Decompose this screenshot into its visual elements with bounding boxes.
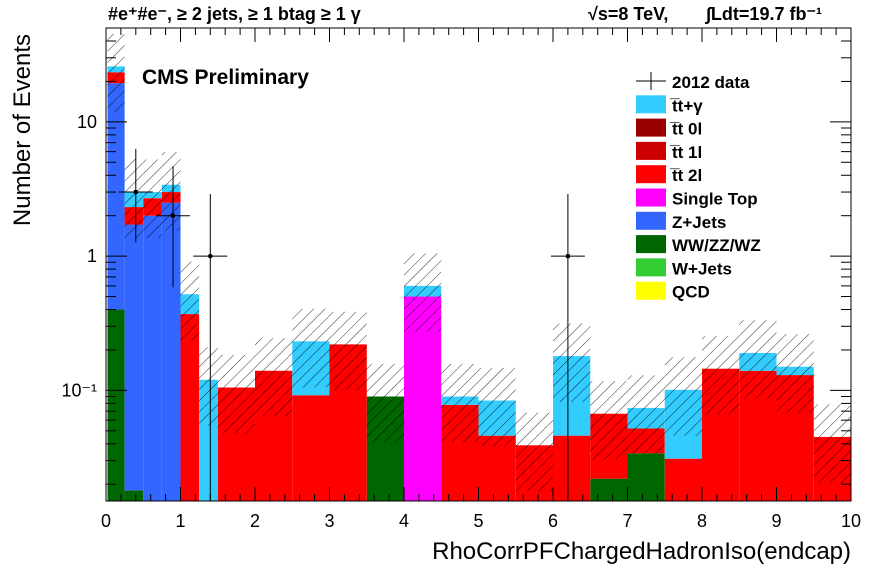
x-tick-label: 4 <box>399 511 409 531</box>
uncertainty-bin <box>199 347 218 426</box>
uncertainty-bin <box>255 338 293 417</box>
data-point <box>208 253 213 259</box>
legend-label: t̅t+γ <box>670 96 703 115</box>
uncertainty-bin <box>329 311 367 391</box>
x-tick-label: 6 <box>548 511 558 531</box>
uncertainty-bin <box>553 323 591 403</box>
uncertainty-bin <box>143 159 162 239</box>
bar-ww-zz-wz <box>627 453 665 501</box>
legend-label: 2012 data <box>672 73 750 92</box>
legend-swatch <box>636 211 666 230</box>
legend-label: W+Jets <box>672 259 732 278</box>
legend-label: QCD <box>672 283 710 302</box>
x-tick-label: 3 <box>324 511 334 531</box>
selection-header: #e⁺#e⁻, ≥ 2 jets, ≥ 1 btag ≥ 1 γ <box>108 4 361 24</box>
legend-swatch <box>636 281 666 300</box>
legend-label: WW/ZZ/WZ <box>672 236 761 255</box>
bar-z-jets <box>143 215 162 501</box>
legend-label: Z+Jets <box>672 213 726 232</box>
x-tick-label: 10 <box>841 511 861 531</box>
x-tick-label: 2 <box>250 511 260 531</box>
x-axis-ticks: 0 1 2 3 4 5 6 7 8 9 10 <box>101 28 861 531</box>
energy-header: √s=8 TeV, <box>588 4 668 24</box>
uncertainty-bin <box>107 33 125 113</box>
bar-ww-zz-wz <box>107 309 125 501</box>
x-tick-label: 9 <box>771 511 781 531</box>
uncertainty-bin <box>776 334 814 413</box>
uncertainty-bin <box>739 320 777 399</box>
legend-swatch <box>636 235 666 254</box>
legend-swatch <box>636 141 666 160</box>
uncertainty-bin <box>627 375 665 454</box>
bar-t-t-2l <box>478 435 516 501</box>
y-axis-ticks: 10⁻¹ 1 10 <box>61 40 851 485</box>
uncertainty-bin <box>161 152 181 231</box>
x-axis-label: RhoCorrPFChargedHadronIso(endcap) <box>432 538 851 565</box>
x-tick-label: 0 <box>101 511 111 531</box>
legend-label: t̅t 1l <box>670 143 702 162</box>
uncertainty-bin <box>292 308 330 388</box>
bar-z-jets <box>161 202 181 501</box>
y-tick-label: 1 <box>87 246 97 266</box>
legend-swatch <box>636 118 666 137</box>
bar-ww-zz-wz <box>590 478 628 501</box>
cms-label: CMS Preliminary <box>142 66 309 89</box>
uncertainty-bin <box>590 381 628 460</box>
bar-z-jets <box>124 224 144 491</box>
uncertainty-bin <box>664 357 702 436</box>
uncertainty-bin <box>441 363 479 443</box>
uncertainty-bin <box>180 261 200 341</box>
y-tick-label: 10 <box>77 112 97 132</box>
x-tick-label: 5 <box>473 511 483 531</box>
legend-label: Single Top <box>672 190 758 209</box>
legend-swatch <box>636 188 666 207</box>
uncertainty-bin <box>366 363 404 443</box>
uncertainty-bin <box>124 159 144 238</box>
bar-t-t-2l <box>664 458 702 501</box>
uncertainty-bin <box>404 253 442 332</box>
legend-swatch <box>636 95 666 114</box>
data-points <box>118 148 585 501</box>
uncertainty-band <box>107 33 851 492</box>
bar-ww-zz-wz <box>124 490 144 501</box>
legend-label: t̅t 0l <box>670 120 702 139</box>
bar-t-t-2l <box>292 395 330 501</box>
data-point <box>170 213 176 218</box>
data-point <box>565 253 571 259</box>
y-axis-label: Number of Events <box>9 34 36 226</box>
uncertainty-bin <box>217 354 255 434</box>
uncertainty-bin <box>515 412 553 492</box>
x-tick-label: 7 <box>622 511 632 531</box>
bar-z-jets <box>107 83 125 310</box>
data-point <box>133 189 139 195</box>
legend-swatch <box>636 165 666 184</box>
uncertainty-bin <box>478 367 516 447</box>
legend-label: t̅t 2l <box>670 166 702 185</box>
lumi-header: ∫Ldt=19.7 fb⁻¹ <box>705 4 822 24</box>
uncertainty-bin <box>702 336 740 415</box>
legend: 2012 data t̅t+γ t̅t 0l t̅t 1l t̅t 2l Single T… <box>636 72 761 302</box>
legend-swatch <box>636 258 666 277</box>
x-tick-label: 1 <box>175 511 185 531</box>
y-tick-label: 10⁻¹ <box>61 380 97 400</box>
x-tick-label: 8 <box>697 511 707 531</box>
bar-t-t-2l <box>180 314 200 501</box>
bar-t-t-2l <box>553 435 591 501</box>
